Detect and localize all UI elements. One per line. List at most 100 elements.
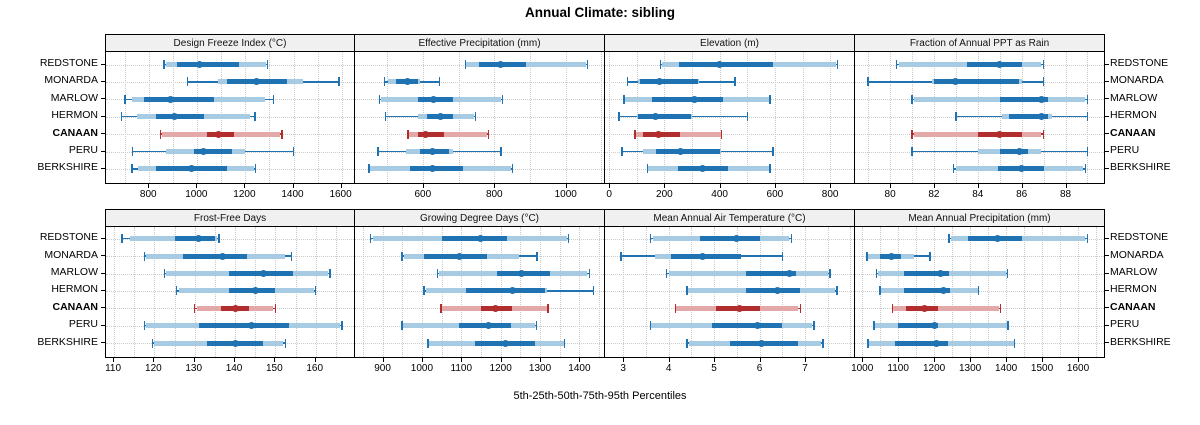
outer-band — [408, 131, 488, 137]
axis-tick — [540, 358, 542, 362]
row-label-left-redstone: REDSTONE — [39, 231, 98, 244]
whisker-cap-high — [769, 164, 771, 174]
axis-tick-label: 82 — [928, 189, 940, 200]
row-label-right-canaan: CANAAN — [1110, 300, 1156, 313]
outer-band — [874, 323, 1007, 329]
axis-tick — [898, 358, 900, 362]
row-tick-right — [1105, 289, 1109, 291]
whisker-cap-high — [588, 269, 591, 278]
axis-tick-label: 800 — [821, 189, 839, 200]
iqr-band — [898, 323, 939, 329]
row-tick-left — [101, 150, 105, 152]
iqr-band — [417, 131, 444, 137]
row-label-left-berkshire: BERKSHIRE — [37, 335, 98, 348]
iqr-band — [409, 166, 463, 172]
gridline-vertical — [1096, 227, 1097, 357]
whisker-cap-low — [369, 234, 372, 244]
axis-tick — [193, 358, 195, 362]
axis-tick-label: 1600 — [329, 189, 352, 200]
axis-tick — [196, 184, 198, 188]
panel-frost-free-days — [105, 226, 355, 358]
whisker-cap-low — [618, 112, 620, 122]
panel-fraction-of-annual-ppt-as-rain — [855, 51, 1105, 184]
row-tick-right — [1105, 98, 1109, 100]
median-dot — [430, 95, 438, 103]
iqr-band — [143, 96, 215, 102]
gridline-vertical — [362, 227, 364, 357]
whisker-cap-high — [977, 286, 980, 296]
row-label-right-redstone: REDSTONE — [1110, 231, 1169, 244]
axis-tick — [494, 184, 496, 188]
axis-tick-label: 400 — [711, 189, 728, 200]
iqr-band — [637, 114, 692, 120]
gridline-horizontal — [106, 238, 354, 240]
whisker-cap-high — [1086, 112, 1089, 122]
whisker-cap-low — [124, 94, 126, 104]
whisker-cap-low — [175, 286, 178, 296]
row-label-left-monarda: MONARDA — [44, 74, 98, 87]
gridline-vertical — [988, 227, 990, 357]
axis-tick-label: 1200 — [233, 189, 256, 200]
median-dot — [735, 304, 743, 312]
median-dot — [259, 270, 267, 277]
axis-tick-label: 86 — [1016, 189, 1028, 200]
axis-tick — [1021, 184, 1023, 188]
whisker-cap-high — [341, 321, 343, 331]
whisker-cap-low — [131, 164, 133, 174]
axis-tick — [340, 184, 342, 188]
axis-tick-label: 1200 — [489, 363, 512, 374]
whisker-cap-low — [440, 303, 442, 313]
whisker-cap-high — [999, 303, 1002, 313]
axis-tick-label: 130 — [185, 363, 203, 374]
whisker-cap-high — [592, 286, 595, 296]
whisker-cap-high — [254, 164, 257, 174]
axis-tick-label: 1300 — [958, 363, 982, 374]
median-dot — [920, 304, 928, 312]
gridline-vertical — [850, 227, 852, 357]
whisker-cap-high — [272, 94, 275, 104]
whisker-cap-high — [438, 77, 441, 87]
axis-tick-label: 7 — [802, 363, 808, 374]
median-dot — [403, 78, 411, 86]
whisker-cap-low — [634, 129, 636, 139]
median-dot — [492, 304, 500, 312]
whisker-cap-low — [623, 94, 625, 104]
panel-effective-precipitation-mm — [355, 51, 605, 184]
axis-tick — [500, 358, 502, 362]
axis-tick-label: 600 — [766, 189, 784, 200]
median-dot — [1037, 113, 1045, 121]
median-dot — [996, 61, 1004, 68]
row-tick-right — [1105, 80, 1109, 82]
median-dot — [939, 287, 947, 295]
median-dot — [887, 252, 895, 260]
gridline-vertical — [382, 227, 384, 357]
gridline-vertical — [559, 227, 561, 357]
whisker-cap-high — [836, 286, 838, 296]
median-dot — [508, 287, 516, 295]
row-label-right-peru: PERU — [1110, 144, 1140, 156]
iqr-band — [465, 288, 546, 294]
whisker-cap-high — [338, 77, 340, 87]
whisker-cap-low — [649, 234, 652, 244]
axis-tick-label: 800 — [139, 189, 157, 200]
median-dot — [1018, 165, 1026, 173]
panel-header-growing-degree-days-c: Growing Degree Days (°C) — [355, 209, 605, 226]
whisker-cap-high — [474, 112, 477, 122]
gridline-vertical — [421, 227, 423, 357]
row-tick-left — [101, 98, 105, 100]
panel-mean-annual-air-temperature-c — [605, 226, 855, 358]
whisker-cap-high — [746, 112, 749, 122]
panel-header-design-freeze-index-c: Design Freeze Index (°C) — [105, 34, 355, 51]
axis-tick-label: 1000 — [851, 363, 874, 374]
axis-tick-label: 1500 — [1030, 363, 1054, 374]
whisker-cap-low — [427, 338, 429, 348]
row-label-right-marlow: MARLOW — [1110, 91, 1158, 104]
iqr-band — [193, 149, 233, 154]
iqr-band — [894, 340, 948, 346]
median-dot — [421, 130, 429, 138]
whisker-cap-low — [646, 164, 648, 174]
row-tick-left — [101, 237, 105, 239]
axis-tick-label: 600 — [414, 189, 432, 200]
axis-tick-label: 1300 — [528, 363, 552, 374]
gridline-vertical — [1042, 227, 1044, 357]
